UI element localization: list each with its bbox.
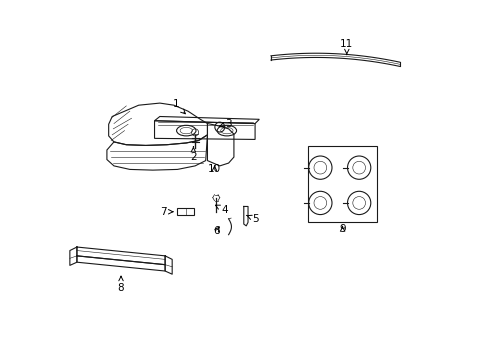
Text: 6: 6: [213, 226, 219, 236]
Text: 3: 3: [219, 118, 231, 129]
Bar: [177, 207, 194, 215]
Text: 2: 2: [190, 147, 196, 162]
Text: 5: 5: [246, 214, 258, 224]
Text: 11: 11: [340, 39, 353, 55]
Text: 7: 7: [160, 207, 173, 217]
Bar: [307, 147, 376, 222]
Text: 10: 10: [207, 165, 221, 174]
Text: 9: 9: [339, 224, 345, 234]
Text: 8: 8: [118, 276, 124, 293]
Text: 1: 1: [172, 99, 185, 114]
Text: 4: 4: [215, 205, 228, 215]
